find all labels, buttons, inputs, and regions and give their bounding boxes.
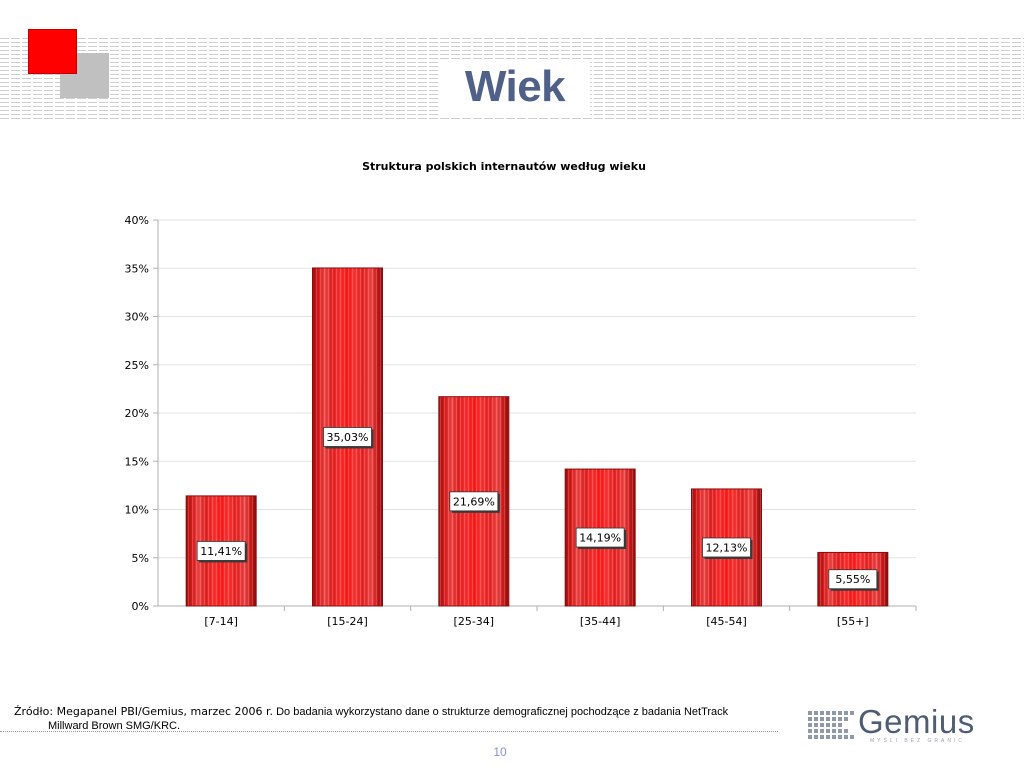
chart-title: Struktura polskich internautów według wi… — [362, 160, 646, 173]
x-tick-label: [15-24] — [327, 615, 368, 628]
page-title: Wiek — [464, 62, 566, 111]
source-line2: Millward Brown SMG/KRC. — [48, 720, 181, 732]
data-label-text: 12,13% — [706, 541, 748, 554]
data-label-box — [575, 527, 625, 548]
source-note: Źródło: Megapanel PBI/Gemius, marzec 200… — [14, 705, 774, 733]
gridlines — [158, 219, 916, 559]
data-labels: 11,41% 35,03% 21,69% 14,19% 12,13% 5,55% — [196, 427, 879, 591]
source-lead: Źródło: Megapanel PBI/Gemius, marzec 200… — [14, 705, 274, 718]
page-number: 10 — [493, 745, 507, 759]
bar-outline — [691, 488, 762, 607]
bar-outline — [564, 468, 636, 607]
data-label-text: 21,69% — [453, 495, 495, 508]
bar-outline — [438, 396, 510, 607]
data-label: 21,69% — [449, 491, 500, 513]
data-label: 11,41% — [196, 541, 248, 563]
title-background — [440, 60, 590, 118]
bar-chart: 0%5%10%15%20%25%30%35%40% [7-14] [15-24][… — [125, 214, 917, 628]
gemius-wordmark: Gemius — [858, 703, 975, 740]
x-tick-label: [45-54] — [706, 615, 747, 628]
x-tick-label: [55+] — [837, 615, 869, 628]
y-tick-label: 15% — [125, 455, 149, 468]
data-label-text: 14,19% — [579, 532, 621, 545]
data-label-text: 11,41% — [200, 545, 242, 558]
y-tick-label: 35% — [125, 262, 149, 275]
data-label: 14,19% — [575, 527, 627, 550]
data-label-box — [449, 491, 499, 512]
x-tick-label: [35-44] — [580, 615, 621, 628]
data-label-text: 5,55% — [835, 573, 870, 586]
data-label: 5,55% — [828, 569, 879, 591]
red-square-decoration — [28, 29, 77, 74]
gemius-tagline: MYŚLI BEZ GRANIC — [870, 738, 965, 744]
y-tick-label: 10% — [125, 504, 149, 517]
data-label-box — [196, 541, 246, 561]
y-tick-label: 30% — [125, 311, 149, 324]
gemius-grid-icon — [808, 711, 854, 739]
data-label-box — [323, 427, 372, 447]
data-label-box — [828, 569, 878, 590]
y-tick-label: 40% — [125, 214, 149, 227]
bar-outline — [817, 551, 889, 607]
source-rest: Do badania wykorzystano dane o strukturz… — [276, 706, 729, 718]
gemius-logo: Gemius MYŚLI BEZ GRANIC — [806, 703, 986, 747]
data-label-box — [702, 537, 751, 558]
y-tick-label: 25% — [125, 359, 149, 372]
data-label: 35,03% — [323, 427, 374, 449]
y-tick-label: 5% — [132, 552, 149, 565]
x-tick-label: [7-14] — [204, 615, 238, 628]
data-label-text: 35,03% — [327, 431, 369, 444]
y-axis: 0% 5% 10% 15% 20% 25% 30% 35% 40% — [125, 214, 159, 613]
bar-outline — [312, 267, 383, 607]
x-tick-label: [25-34] — [454, 615, 495, 628]
x-axis: [7-14] [15-24] [25-34] [35-44] [45-54] [55+] — [158, 605, 917, 628]
y-tick-label: 20% — [125, 407, 149, 420]
bar-outline — [185, 495, 257, 607]
bars — [185, 267, 889, 607]
y-tick-label: 0% — [132, 600, 149, 613]
data-label: 12,13% — [702, 537, 753, 559]
footer-divider — [0, 731, 778, 732]
